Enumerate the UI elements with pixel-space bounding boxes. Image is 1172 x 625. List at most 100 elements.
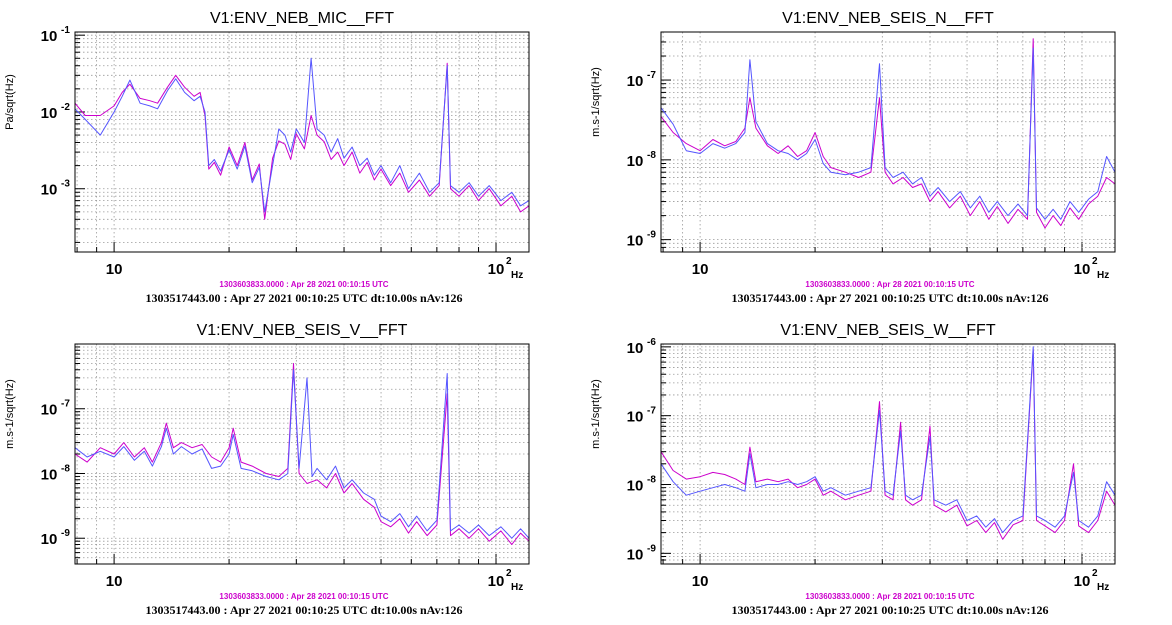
series-reference-line [660, 38, 1116, 229]
y-tick-label: 10 -8 [627, 475, 657, 495]
x-axis-unit: Hz [511, 582, 523, 593]
x-gridlines [662, 344, 1083, 564]
y-tick-base: 10 [627, 478, 644, 495]
x-tick-exponent: 2 [506, 568, 512, 579]
x-gridlines [76, 32, 497, 252]
reference-timestamp: 1303603833.0000 : Apr 28 2021 00:10:15 U… [805, 280, 974, 289]
x-tick-label: 10 2 [488, 568, 512, 590]
y-tick-label: 10 -3 [41, 179, 71, 199]
x-gridlines [662, 32, 1083, 252]
chart-panel-seis-n: V1:ENV_NEB_SEIS_N__FFT m.s-1/sqrt(Hz) 10 -9… [586, 0, 1172, 312]
y-tick-base: 10 [627, 153, 644, 170]
y-gridlines [75, 34, 529, 243]
x-tick-base: 10 [488, 261, 505, 278]
y-tick-exponent: -1 [61, 25, 70, 36]
x-axis-unit: Hz [511, 270, 523, 281]
chart-panel-seis-w: V1:ENV_NEB_SEIS_W__FFT m.s-1/sqrt(Hz) 10 -9… [586, 312, 1172, 624]
x-tick-label: 10 2 [1074, 256, 1098, 278]
x-tick-base: 10 [1074, 573, 1091, 590]
chart-title: V1:ENV_NEB_SEIS_N__FFT [782, 10, 994, 27]
x-tick-label: 10 [106, 261, 123, 278]
y-gridlines [75, 346, 529, 559]
x-gridlines [76, 344, 497, 564]
y-tick-label: 10 -2 [41, 102, 71, 122]
series-current-line [660, 346, 1116, 534]
y-tick-base: 10 [41, 28, 58, 45]
series-current-line [74, 369, 530, 539]
x-tick-label: 10 [692, 261, 709, 278]
y-tick-label: 10 -7 [627, 70, 657, 90]
plot-frame [74, 31, 530, 253]
y-tick-base: 10 [627, 233, 644, 250]
x-axis-unit: Hz [1097, 270, 1109, 281]
reference-timestamp: 1303603833.0000 : Apr 28 2021 00:10:15 U… [219, 280, 388, 289]
y-tick-base: 10 [41, 182, 58, 199]
x-tick-label: 10 2 [1074, 568, 1098, 590]
y-tick-label: 10 -7 [41, 399, 71, 419]
y-tick-label: 10 -8 [41, 463, 71, 483]
y-tick-base: 10 [41, 105, 58, 122]
chart-title: V1:ENV_NEB_SEIS_V__FFT [197, 322, 408, 339]
y-tick-exponent: -6 [647, 337, 656, 348]
y-tick-exponent: -9 [61, 528, 70, 539]
y-tick-exponent: -8 [647, 475, 656, 486]
x-tick-label: 10 [106, 573, 123, 590]
y-axis-label: m.s-1/sqrt(Hz) [4, 379, 16, 449]
y-tick-exponent: -8 [61, 463, 70, 474]
y-tick-exponent: -8 [647, 150, 656, 161]
current-info: 1303517443.00 : Apr 27 2021 00:10:25 UTC… [146, 291, 463, 305]
y-tick-exponent: -7 [61, 399, 70, 410]
chart-panel-seis-v: V1:ENV_NEB_SEIS_V__FFT m.s-1/sqrt(Hz) 10 -9… [0, 312, 586, 624]
y-tick-base: 10 [627, 546, 644, 563]
x-tick-exponent: 2 [1092, 256, 1098, 267]
x-tick-base: 10 [106, 261, 123, 278]
current-info: 1303517443.00 : Apr 27 2021 00:10:25 UTC… [146, 603, 463, 617]
reference-timestamp: 1303603833.0000 : Apr 28 2021 00:10:15 U… [805, 592, 974, 601]
y-tick-base: 10 [41, 466, 58, 483]
y-tick-base: 10 [627, 340, 644, 357]
y-axis-label: m.s-1/sqrt(Hz) [590, 67, 602, 137]
x-tick-exponent: 2 [1092, 568, 1098, 579]
x-tick-base: 10 [692, 261, 709, 278]
x-tick-base: 10 [1074, 261, 1091, 278]
x-axis-unit: Hz [1097, 582, 1109, 593]
y-tick-exponent: -3 [61, 179, 70, 190]
x-tick-exponent: 2 [506, 256, 512, 267]
chart-panel-mic: V1:ENV_NEB_MIC__FFT Pa/sqrt(Hz) 10 -3 10 -2 10… [0, 0, 586, 312]
y-tick-label: 10 -9 [41, 528, 71, 548]
y-tick-exponent: -7 [647, 406, 656, 417]
x-tick-base: 10 [106, 573, 123, 590]
y-tick-base: 10 [627, 73, 644, 90]
x-tick-label: 10 2 [488, 256, 512, 278]
y-tick-exponent: -7 [647, 70, 656, 81]
x-tick-base: 10 [488, 573, 505, 590]
plot-frame [660, 343, 1116, 565]
x-tick-base: 10 [692, 573, 709, 590]
y-axis-label: Pa/sqrt(Hz) [4, 74, 16, 130]
chart-title: V1:ENV_NEB_SEIS_W__FFT [780, 322, 995, 339]
y-gridlines [661, 41, 1115, 253]
plot-frame [74, 343, 530, 565]
y-tick-exponent: -9 [647, 543, 656, 554]
y-tick-label: 10 -6 [627, 337, 657, 357]
x-tick-label: 10 [692, 573, 709, 590]
series-reference-line [660, 349, 1116, 540]
chart-mic: V1:ENV_NEB_MIC__FFTPa/sqrt(Hz)10-310-210… [4, 10, 530, 305]
y-tick-label: 10 -7 [627, 406, 657, 426]
y-axis-label: m.s-1/sqrt(Hz) [590, 379, 602, 449]
y-tick-label: 10 -9 [627, 230, 657, 250]
series-current-line [660, 47, 1116, 220]
y-tick-base: 10 [41, 531, 58, 548]
current-info: 1303517443.00 : Apr 27 2021 00:10:25 UTC… [732, 291, 1049, 305]
reference-timestamp: 1303603833.0000 : Apr 28 2021 00:10:15 U… [219, 592, 388, 601]
y-tick-exponent: -9 [647, 230, 656, 241]
plot-frame [660, 31, 1116, 253]
y-tick-label: 10 -1 [41, 25, 71, 45]
y-tick-exponent: -2 [61, 102, 70, 113]
y-tick-base: 10 [627, 409, 644, 426]
current-info: 1303517443.00 : Apr 27 2021 00:10:25 UTC… [732, 603, 1049, 617]
y-tick-label: 10 -8 [627, 150, 657, 170]
